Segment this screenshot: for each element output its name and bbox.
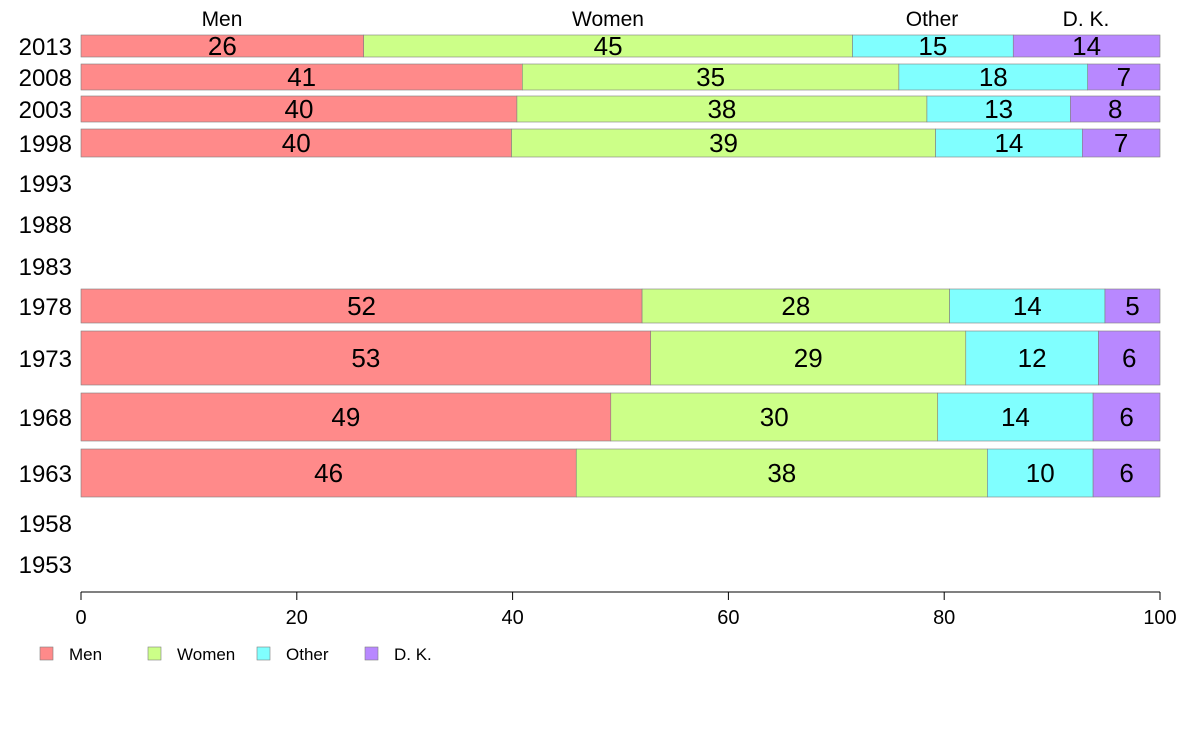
value-label-1968-3: 6 <box>1119 402 1133 432</box>
top-label-0: Men <box>202 8 243 31</box>
year-label-1958: 1958 <box>19 511 72 538</box>
year-label-2013: 2013 <box>19 34 72 61</box>
x-tick-label-1: 20 <box>286 607 308 629</box>
legend-label-1: Women <box>177 645 235 664</box>
bar-1968-segment-3 <box>1092 392 1161 442</box>
bar-2003-segment-3 <box>1070 95 1161 123</box>
bar-2003-segment-2 <box>926 95 1071 123</box>
x-tick-label-5: 100 <box>1143 607 1176 629</box>
bar-2003-segment-1 <box>516 95 928 123</box>
bar-1998-segment-2 <box>935 128 1083 158</box>
year-label-1973: 1973 <box>19 346 72 373</box>
bar-2008-segment-0 <box>80 63 523 91</box>
legend-swatch-1 <box>147 646 162 661</box>
value-label-2008-1: 35 <box>696 62 725 92</box>
value-label-1978-3: 5 <box>1125 291 1139 321</box>
bar-1978-segment-1 <box>641 288 950 324</box>
value-label-2003-1: 38 <box>707 94 736 124</box>
bar-1978-segment-2 <box>949 288 1106 324</box>
bar-1973-segment-2 <box>965 330 1099 386</box>
year-label-2008: 2008 <box>19 65 72 92</box>
bar-1963-segment-3 <box>1092 448 1161 498</box>
value-label-2003-0: 40 <box>284 94 313 124</box>
value-label-2008-0: 41 <box>287 62 316 92</box>
value-label-1998-1: 39 <box>709 128 738 158</box>
legend-label-2: Other <box>286 645 329 664</box>
bars-area: 26 45 15 14 41 35 18 7 40 38 13 8 40 39 14 7 52 28 14 5 53 29… <box>80 31 1161 498</box>
top-label-2: Other <box>906 8 959 31</box>
value-label-1978-0: 52 <box>347 291 376 321</box>
bar-2013-segment-3 <box>1012 34 1161 58</box>
x-tick-label-2: 40 <box>501 607 523 629</box>
bar-2008-segment-2 <box>898 63 1089 91</box>
value-label-1978-2: 14 <box>1013 291 1042 321</box>
value-label-1973-2: 12 <box>1018 343 1047 373</box>
year-label-1983: 1983 <box>19 254 72 281</box>
bar-1968-segment-2 <box>937 392 1094 442</box>
bar-1978-segment-0 <box>80 288 643 324</box>
top-label-3: D. K. <box>1063 8 1110 31</box>
year-label-1963: 1963 <box>19 461 72 488</box>
bar-1973-segment-1 <box>650 330 967 386</box>
year-label-1993: 1993 <box>19 171 72 198</box>
value-label-1973-3: 6 <box>1122 343 1136 373</box>
bar-1968-segment-1 <box>610 392 939 442</box>
x-tick-label-3: 60 <box>717 607 739 629</box>
year-label-1953: 1953 <box>19 552 72 579</box>
bar-1973-segment-0 <box>80 330 652 386</box>
year-label-1988: 1988 <box>19 212 72 239</box>
bar-1968-segment-0 <box>80 392 612 442</box>
bar-1978-segment-3 <box>1104 288 1161 324</box>
value-label-2008-2: 18 <box>979 62 1008 92</box>
value-label-1963-0: 46 <box>314 458 343 488</box>
value-label-1968-0: 49 <box>331 402 360 432</box>
legend: Men Women Other D. K. <box>39 645 432 664</box>
value-label-1963-2: 10 <box>1026 458 1055 488</box>
value-label-1968-2: 14 <box>1001 402 1030 432</box>
bar-2008-segment-3 <box>1087 63 1161 91</box>
legend-label-3: D. K. <box>394 645 432 664</box>
value-label-1978-1: 28 <box>781 291 810 321</box>
top-series-labels: Men Women Other D. K. <box>202 8 1110 31</box>
value-label-2008-3: 7 <box>1117 62 1131 92</box>
year-label-2003: 2003 <box>19 97 72 124</box>
legend-swatch-3 <box>364 646 379 661</box>
legend-swatch-2 <box>256 646 271 661</box>
value-label-1998-0: 40 <box>282 128 311 158</box>
year-axis-labels: 2013 2008 2003 1998 1993 1988 1983 1978 1973 1968… <box>19 34 72 579</box>
value-label-2013-3: 14 <box>1072 31 1101 61</box>
value-label-1963-1: 38 <box>767 458 796 488</box>
bar-1963-segment-2 <box>987 448 1094 498</box>
bar-1998-segment-3 <box>1082 128 1161 158</box>
value-label-2003-2: 13 <box>984 94 1013 124</box>
year-label-1968: 1968 <box>19 405 72 432</box>
year-label-1978: 1978 <box>19 294 72 321</box>
x-tick-label-4: 80 <box>933 607 955 629</box>
year-label-1998: 1998 <box>19 131 72 158</box>
bar-1963-segment-1 <box>575 448 988 498</box>
value-label-1968-1: 30 <box>760 402 789 432</box>
value-label-2013-0: 26 <box>208 31 237 61</box>
top-label-1: Women <box>572 8 644 31</box>
value-label-1998-3: 7 <box>1114 128 1128 158</box>
x-tick-label-0: 0 <box>75 607 86 629</box>
x-axis: 0 20 40 60 80 100 <box>75 591 1177 629</box>
value-label-2013-2: 15 <box>918 31 947 61</box>
value-label-1973-1: 29 <box>794 343 823 373</box>
bar-2008-segment-1 <box>522 63 900 91</box>
bar-1998-segment-1 <box>511 128 936 158</box>
value-label-1998-2: 14 <box>994 128 1023 158</box>
legend-label-0: Men <box>69 645 102 664</box>
bar-1973-segment-3 <box>1098 330 1161 386</box>
value-label-2003-3: 8 <box>1108 94 1122 124</box>
legend-swatch-0 <box>39 646 54 661</box>
value-label-1963-3: 6 <box>1119 458 1133 488</box>
bar-2003-segment-0 <box>80 95 518 123</box>
value-label-2013-1: 45 <box>594 31 623 61</box>
value-label-1973-0: 53 <box>351 343 380 373</box>
bar-1998-segment-0 <box>80 128 512 158</box>
